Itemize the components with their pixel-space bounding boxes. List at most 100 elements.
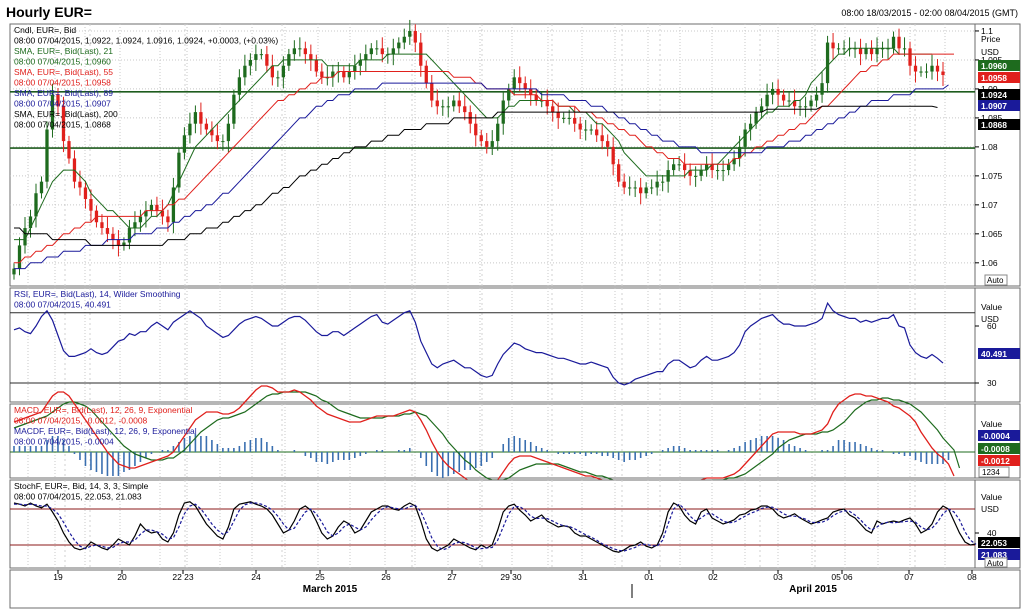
legend-text: 08:00 07/04/2015, 1.0960 (14, 57, 111, 67)
y-tick-label: 60 (987, 321, 997, 331)
x-tick-label: 02 (708, 572, 718, 582)
candle (243, 54, 247, 86)
candle (655, 170, 659, 196)
value-tag-box (978, 430, 1020, 441)
candle-body (529, 88, 533, 95)
candle-body (221, 141, 225, 143)
candle (39, 176, 44, 199)
candle-body (902, 48, 907, 50)
candle (672, 159, 676, 176)
candle-body (682, 164, 687, 171)
candle-body (474, 123, 478, 136)
candle-body (639, 187, 643, 194)
candle-body (809, 100, 813, 107)
auto-scale-label: Auto (987, 559, 1004, 568)
candle (781, 89, 786, 106)
candle (814, 86, 819, 108)
candle-body (792, 100, 797, 107)
axis-title: Value (981, 419, 1002, 429)
candle (28, 209, 33, 238)
candle-body (78, 181, 82, 188)
value-tag: -0.0012 (981, 456, 1010, 466)
candle-body (281, 65, 285, 78)
legend-text: 08:00 07/04/2015, 40.491 (14, 300, 111, 310)
candle (606, 134, 610, 157)
candle-body (226, 123, 231, 142)
y-tick-label: 30 (987, 378, 997, 388)
candle (353, 54, 357, 80)
candle-body (259, 54, 264, 56)
candle (309, 44, 313, 71)
legend-text: Cndl, EUR=, Bid (14, 25, 76, 35)
candle (105, 217, 110, 242)
macd-signal-line (13, 391, 961, 495)
candle (650, 179, 654, 195)
candle (600, 124, 604, 150)
rsi-panel: 30 60 RSI, EUR=, Bid(Last), 14, Wilder Smo… (9, 287, 1021, 403)
candle (375, 40, 379, 56)
value-tag-box (978, 348, 1020, 359)
candle (875, 37, 879, 63)
value-tag: 21.083 (981, 550, 1007, 560)
candle (463, 95, 467, 121)
value-tag: 1.0868 (981, 120, 1007, 130)
candle-body (655, 181, 659, 188)
candle (633, 180, 637, 198)
candle (864, 43, 868, 60)
time-axis-frame (9, 569, 1021, 609)
candle-body (858, 48, 863, 55)
candle-body (276, 77, 280, 79)
candle (133, 211, 137, 237)
candle-body (331, 71, 335, 78)
candle-body (759, 106, 764, 113)
candle-body (413, 30, 417, 43)
legend-text: SMA, EUR=, Bid(Last), 55 (14, 67, 113, 77)
candle-body (913, 65, 918, 72)
candle-body (551, 106, 555, 113)
candle (160, 199, 165, 225)
value-tag: 22.053 (981, 538, 1007, 548)
candle (880, 41, 885, 58)
legend-text: 08:00 07/04/2015, -0.0012, -0.0008 (14, 416, 148, 426)
value-tag: 1.0958 (981, 73, 1007, 83)
candle (908, 41, 912, 76)
candle (699, 164, 703, 182)
value-tag-box (978, 89, 1020, 100)
candle-body (375, 48, 379, 50)
x-tick-label: 31 (578, 572, 588, 582)
candle (210, 121, 214, 142)
x-tick-label: 01 (644, 572, 654, 582)
candle (56, 88, 60, 116)
x-tick-label: 26 (381, 572, 391, 582)
sma-200-line (14, 105, 938, 246)
candle-body (600, 135, 604, 142)
candle (803, 96, 808, 118)
candle-body (770, 88, 775, 95)
candle (61, 96, 66, 153)
candle (573, 106, 577, 132)
candle (562, 112, 566, 124)
candle-body (408, 30, 412, 37)
candle-body (83, 187, 88, 200)
candle-body (391, 48, 395, 55)
candle-body (50, 94, 55, 130)
candle-body (402, 36, 406, 43)
candle (759, 98, 764, 119)
candle (682, 153, 687, 179)
candle (182, 127, 187, 160)
candle (930, 54, 934, 80)
candle (595, 121, 599, 142)
candle (639, 177, 643, 205)
rsi-axis-area (974, 287, 1021, 403)
legend-text: 08:00 07/04/2015, 22.053, 21.083 (14, 492, 142, 502)
candle (732, 150, 736, 171)
candle-body (155, 204, 159, 211)
candle-body (715, 170, 720, 172)
candle-body (518, 77, 522, 84)
sma-89-line (14, 82, 949, 270)
candle (836, 43, 841, 54)
candle-body (397, 42, 401, 49)
candle (342, 66, 346, 83)
candle-body (446, 106, 450, 108)
candle-body (650, 187, 654, 189)
